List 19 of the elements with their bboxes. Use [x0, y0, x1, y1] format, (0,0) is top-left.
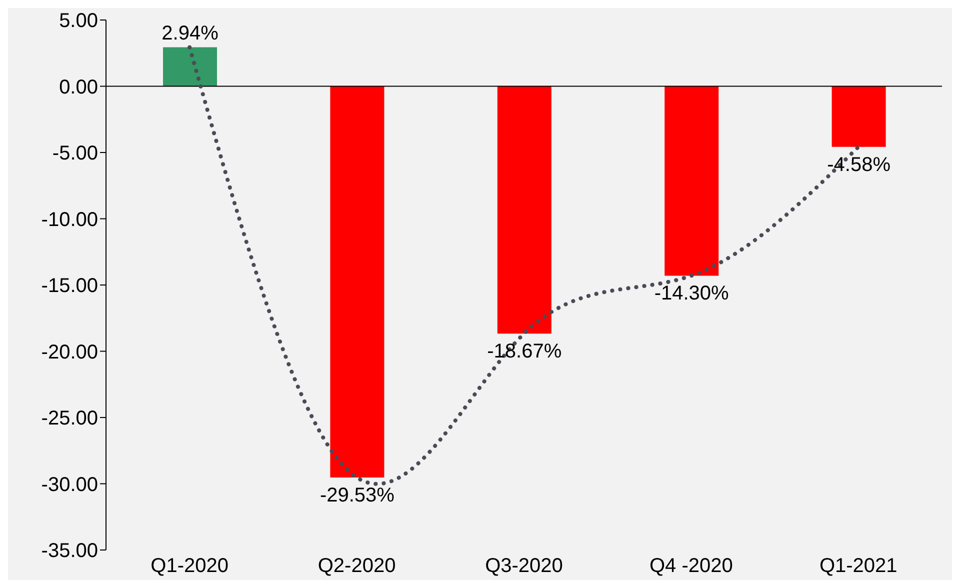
data-label: -4.58%	[827, 154, 891, 176]
y-tick-label: -30.00	[41, 474, 98, 496]
y-tick-label: -35.00	[41, 540, 98, 562]
y-tick-label: -10.00	[41, 208, 98, 231]
y-tick-label: -20.00	[41, 341, 98, 364]
data-label: -14.30%	[654, 282, 730, 305]
y-tick-label: 5.00	[59, 10, 98, 32]
x-tick-label: Q4 -2020	[650, 555, 733, 578]
x-tick-label: Q1-2020	[150, 555, 229, 578]
y-tick-label: -5.00	[52, 142, 98, 165]
data-label: -18.67%	[487, 340, 562, 363]
x-tick-label: Q3-2020	[485, 555, 563, 578]
x-tick-label: Q1-2021	[819, 555, 898, 578]
x-tick-label: Q2-2020	[318, 555, 396, 578]
data-label: -29.53%	[320, 484, 395, 507]
data-label: 2.94%	[162, 22, 219, 44]
y-tick-label: -15.00	[41, 275, 98, 298]
y-tick-label: -25.00	[41, 408, 98, 430]
y-tick-label: 0.00	[59, 76, 98, 98]
